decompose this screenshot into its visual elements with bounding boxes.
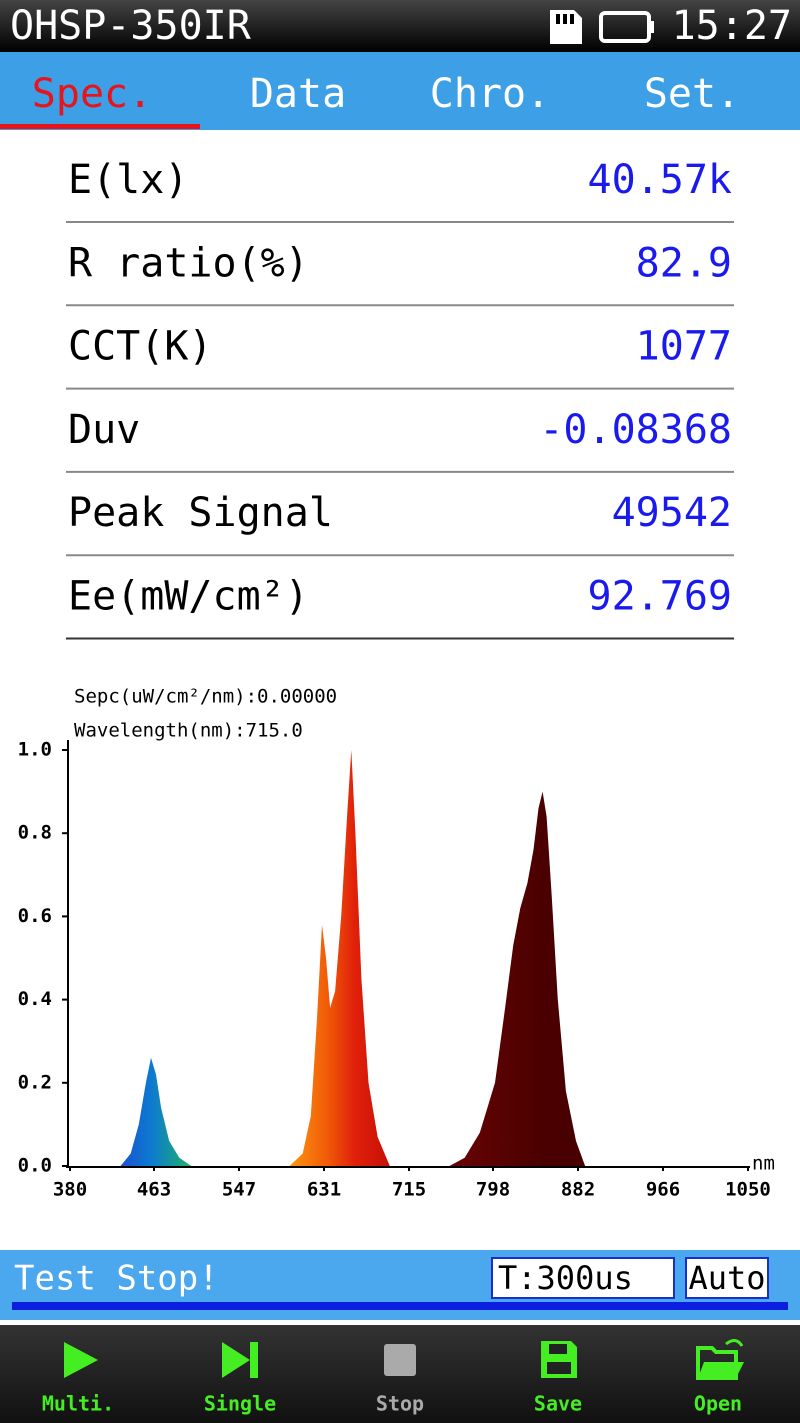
y-tick-label: 0.6 — [18, 905, 52, 927]
tab-underline — [0, 124, 200, 129]
integration-time: T:300us — [498, 1259, 633, 1297]
button-label: Stop — [376, 1392, 424, 1416]
measurement-label: E(lx) — [68, 157, 188, 203]
status-message: Test Stop! — [14, 1259, 219, 1299]
measurement-label: CCT(K) — [68, 324, 213, 370]
button-label: Open — [694, 1392, 742, 1416]
button-label: Save — [534, 1392, 582, 1416]
button-label: Single — [204, 1392, 276, 1416]
device-title: OHSP-350IR — [10, 3, 252, 49]
x-tick-label: 798 — [476, 1179, 510, 1201]
mode: Auto — [688, 1259, 765, 1297]
open-button[interactable]: Open — [694, 1339, 744, 1416]
chart-annotation: Wavelength(nm):715.0 — [74, 720, 303, 742]
stop-button[interactable]: Stop — [376, 1344, 424, 1416]
y-tick-label: 0.4 — [18, 988, 52, 1010]
y-tick-label: 0.8 — [18, 822, 52, 844]
button-label: Multi. — [42, 1392, 114, 1416]
x-tick-label: 547 — [222, 1179, 256, 1201]
single-button[interactable]: Single — [204, 1342, 276, 1416]
spectrum-area — [70, 750, 748, 1166]
measurement-label: Peak Signal — [68, 490, 333, 536]
save-button[interactable]: Save — [534, 1341, 582, 1416]
status-bar — [0, 0, 800, 52]
measurement-list: E(lx) 40.57k R ratio(%) 82.9 CCT(K) 1077 Duv -0… — [66, 157, 734, 640]
tab-bar — [0, 52, 800, 130]
chart-annotation: Sepc(uW/cm²/nm):0.00000 — [74, 686, 337, 708]
measurement-value: 40.57k — [588, 157, 733, 203]
measurement-label: Ee(mW/cm²) — [68, 574, 309, 620]
measurement-label: Duv — [68, 407, 140, 453]
tab[interactable]: Set. — [644, 71, 740, 117]
x-unit: nm — [752, 1153, 775, 1175]
spectrum-chart: Sepc(uW/cm²/nm):0.00000 Wavelength(nm):71… — [18, 686, 775, 1201]
measurement-label: R ratio(%) — [68, 240, 309, 286]
measurement-value: -0.08368 — [539, 407, 732, 453]
x-tick-label: 882 — [561, 1179, 595, 1201]
tab[interactable]: Chro. — [430, 71, 550, 117]
clock: 15:27 — [672, 3, 792, 49]
x-tick-label: 715 — [392, 1179, 426, 1201]
tab[interactable]: Spec. — [32, 71, 152, 117]
progress-bar — [12, 1302, 788, 1310]
integration-box[interactable] — [491, 1257, 675, 1299]
measurement-value: 82.9 — [636, 240, 732, 286]
y-tick-label: 0.0 — [18, 1155, 52, 1177]
x-tick-label: 1050 — [725, 1179, 771, 1201]
y-tick-label: 0.2 — [18, 1071, 52, 1093]
sd-icon — [550, 10, 582, 44]
tab[interactable]: Data — [250, 71, 346, 117]
mode-box[interactable] — [685, 1257, 769, 1299]
multi-button[interactable]: Multi. — [42, 1342, 114, 1416]
x-tick-label: 463 — [137, 1179, 171, 1201]
measurement-value: 92.769 — [588, 574, 733, 620]
battery-icon — [599, 11, 654, 43]
x-tick-label: 380 — [53, 1179, 87, 1201]
x-tick-label: 966 — [646, 1179, 680, 1201]
measurement-value: 49542 — [612, 490, 732, 536]
x-tick-label: 631 — [307, 1179, 341, 1201]
y-tick-label: 1.0 — [18, 739, 52, 761]
measurement-value: 1077 — [636, 324, 732, 370]
